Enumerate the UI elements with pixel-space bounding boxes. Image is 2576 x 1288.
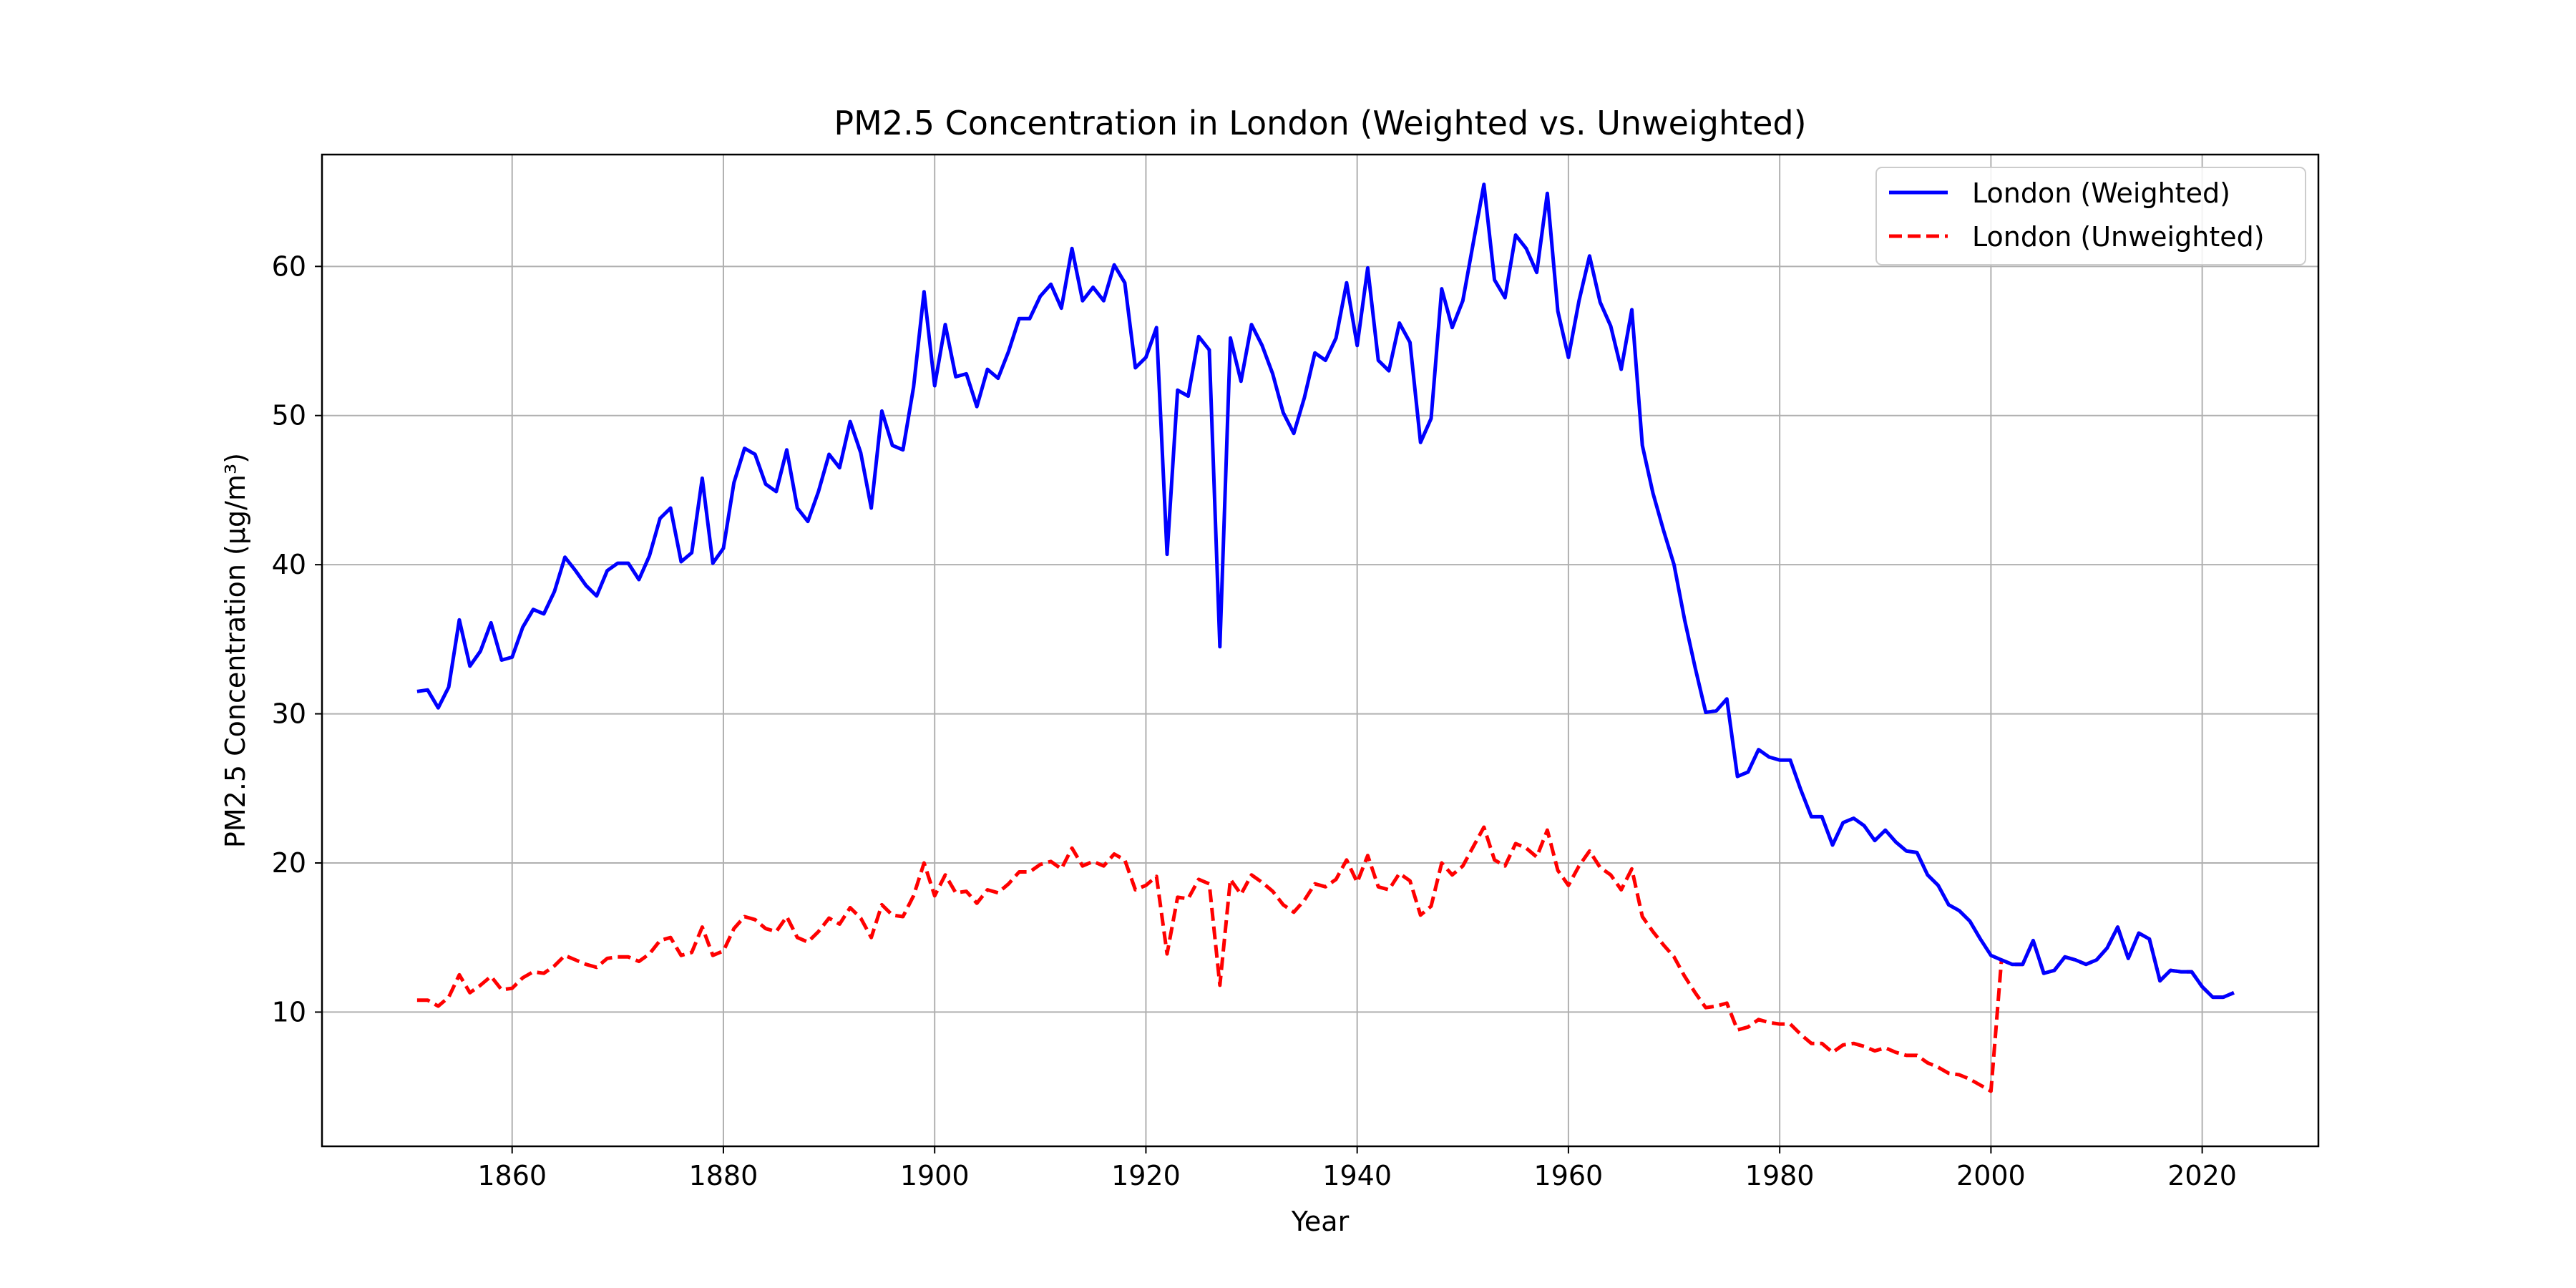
y-tick-label: 20 bbox=[272, 847, 306, 879]
grid-lines bbox=[322, 155, 2318, 1146]
x-tick-label: 1920 bbox=[1111, 1160, 1181, 1191]
legend: London (Weighted) London (Unweighted) bbox=[1875, 167, 2306, 265]
y-tick-label: 40 bbox=[272, 549, 306, 580]
x-axis-ticks: 1860 1880 1900 1920 1940 1960 1980 2000 2020 bbox=[477, 1146, 2237, 1191]
series-line-weighted bbox=[416, 182, 2235, 1000]
y-tick-label: 50 bbox=[272, 400, 306, 431]
x-tick-label: 2020 bbox=[2167, 1160, 2237, 1191]
y-tick-label: 30 bbox=[272, 698, 306, 730]
chart-title: PM2.5 Concentration in London (Weighted … bbox=[834, 104, 1806, 142]
legend-label-unweighted: London (Unweighted) bbox=[1972, 221, 2265, 253]
legend-label-weighted: London (Weighted) bbox=[1972, 177, 2230, 209]
series-lines bbox=[416, 182, 2235, 1093]
x-tick-label: 1980 bbox=[1745, 1160, 1815, 1191]
x-tick-label: 2000 bbox=[1956, 1160, 2026, 1191]
x-tick-label: 1900 bbox=[900, 1160, 970, 1191]
series-line-unweighted bbox=[416, 825, 2235, 1093]
x-tick-label: 1880 bbox=[689, 1160, 758, 1191]
x-axis-label: Year bbox=[1291, 1206, 1350, 1237]
plot-frame bbox=[321, 153, 2320, 1148]
y-tick-label: 10 bbox=[272, 996, 306, 1028]
x-tick-label: 1860 bbox=[477, 1160, 547, 1191]
legend-box bbox=[1875, 167, 2306, 265]
x-tick-label: 1960 bbox=[1534, 1160, 1604, 1191]
y-axis-label: PM2.5 Concentration (µg/m³) bbox=[220, 453, 251, 848]
x-tick-label: 1940 bbox=[1322, 1160, 1392, 1191]
y-axis-ticks: 10 20 30 40 50 60 bbox=[272, 250, 322, 1028]
y-tick-label: 60 bbox=[272, 250, 306, 282]
